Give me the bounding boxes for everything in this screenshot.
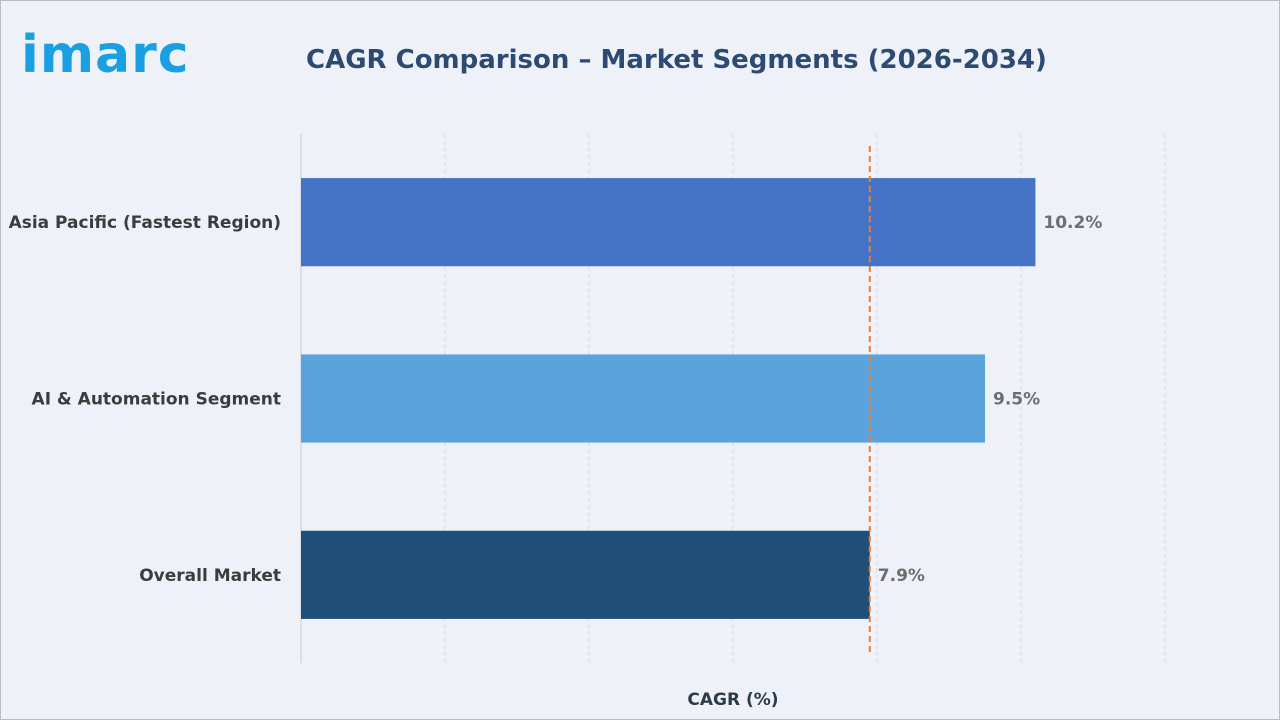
value-labels: 10.2% 9.5% 7.9% [878,213,1103,586]
data-label: 9.5% [993,390,1040,410]
category-label: Overall Market [139,566,281,586]
bars [301,178,1036,619]
category-labels: Asia Pacific (Fastest Region) AI & Automa… [9,213,281,586]
chart-title: CAGR Comparison – Market Segments (2026-… [306,45,1047,75]
data-label: 10.2% [1043,213,1102,233]
bar [301,178,1036,267]
bar [301,354,985,443]
x-axis-title: CAGR (%) [687,690,778,710]
category-label: Asia Pacific (Fastest Region) [9,213,281,233]
bar [301,530,870,619]
data-label: 7.9% [878,566,925,586]
category-label: AI & Automation Segment [32,390,281,410]
imarc-logo: imarc [21,25,190,85]
